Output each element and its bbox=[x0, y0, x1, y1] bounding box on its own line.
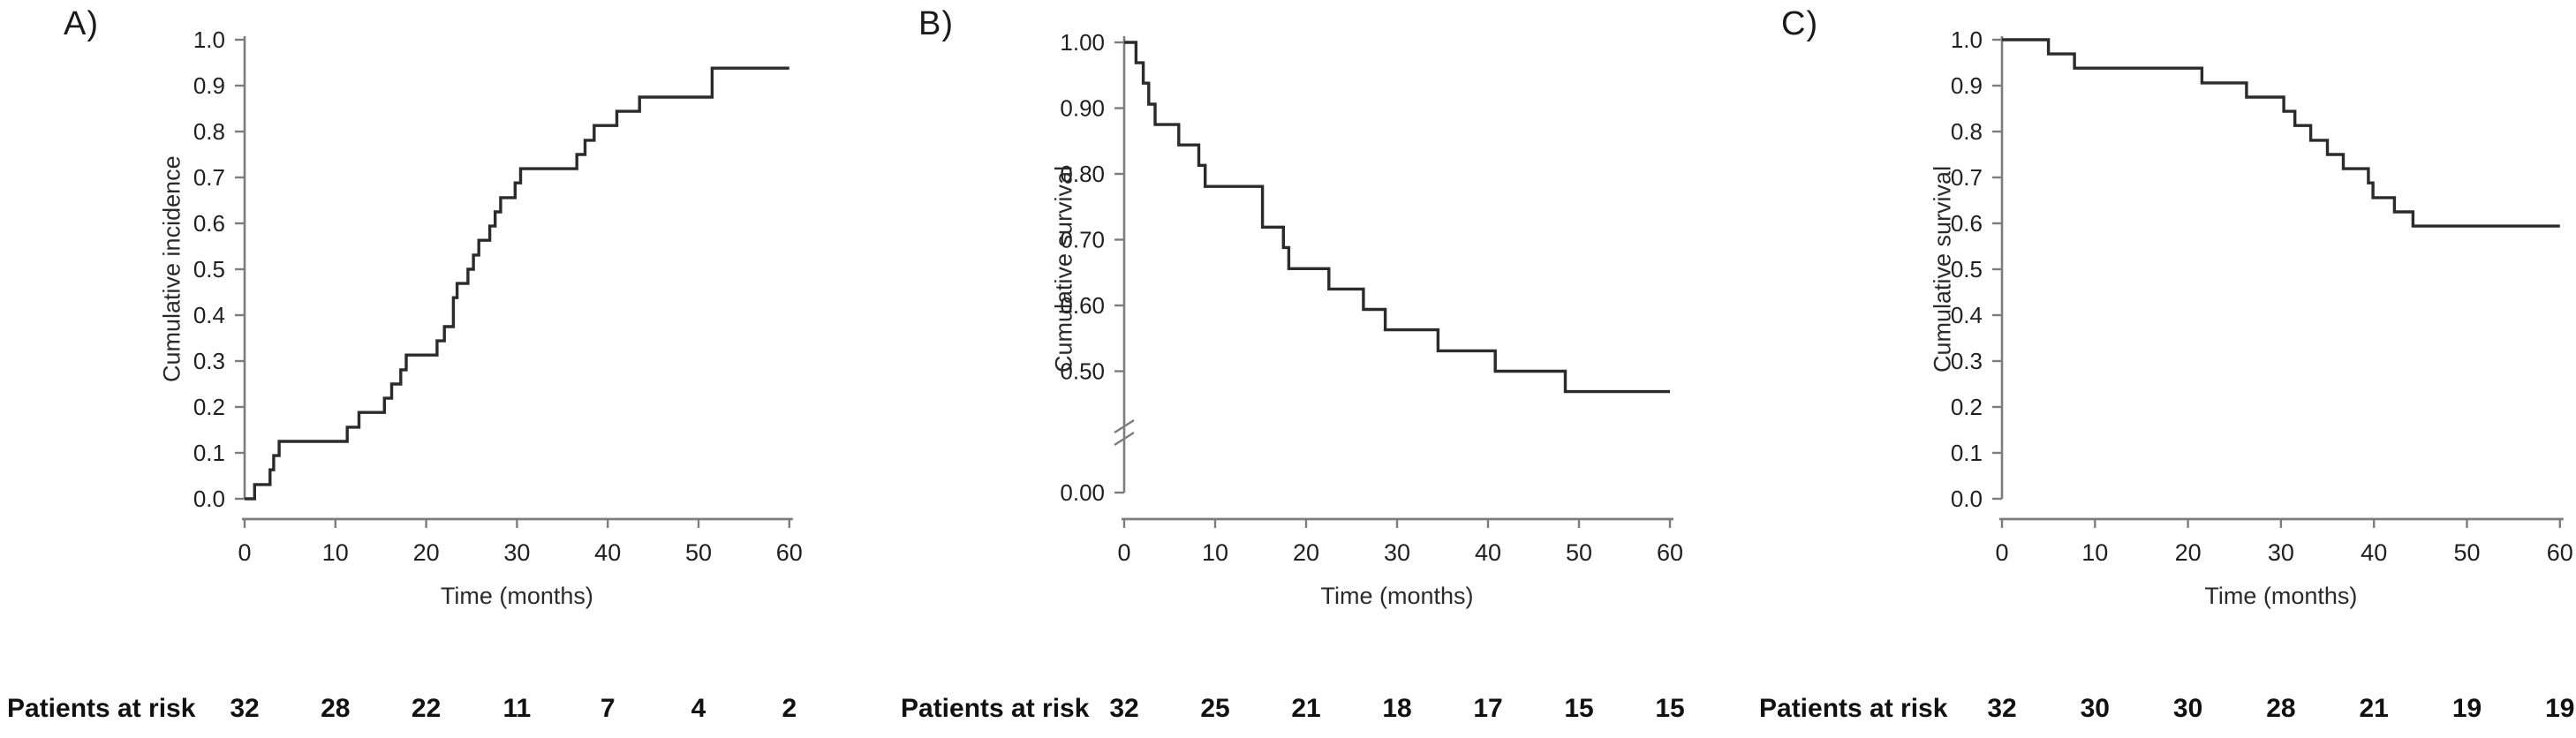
panel-a-y-tick-label: 0.3 bbox=[193, 348, 225, 374]
panel-b-risk-row: Patients at risk 32 25 21 18 17 15 15 bbox=[855, 694, 1718, 729]
panel-b-x-tick-label: 20 bbox=[1293, 539, 1319, 566]
panel-b-x-tick-label: 0 bbox=[1117, 539, 1130, 566]
panel-b-x-tick-label: 60 bbox=[1657, 539, 1683, 566]
panel-c: 1.0 0.9 0.8 0.7 0.6 0.5 0.4 0.3 0.2 0.1 0.0 0 10 20 30… bbox=[1718, 0, 2576, 738]
panel-b-y-tick-label: 0.00 bbox=[1060, 479, 1105, 506]
panel-c-y-tick-label: 0.3 bbox=[1951, 348, 1983, 374]
panel-a-at-risk-count: 7 bbox=[600, 694, 616, 723]
patients-at-risk-label: Patients at risk bbox=[7, 694, 196, 723]
panel-b-at-risk-count: 32 bbox=[1109, 694, 1139, 723]
panel-a-x-tick-label: 60 bbox=[776, 539, 803, 566]
panel-b-y-tick-label: 0.80 bbox=[1060, 161, 1105, 187]
panel-a-y-tick-label: 0.7 bbox=[193, 164, 225, 191]
panel-a: 1.0 0.9 0.8 0.7 0.6 0.5 0.4 0.3 0.2 0.1 0.0 0 10 20 30… bbox=[0, 0, 855, 738]
panel-b: 1.00 0.90 0.80 0.70 0.60 0.50 0.00 0 10 20 30 40 50 6… bbox=[855, 0, 1718, 738]
panel-a-x-tick-label: 10 bbox=[322, 539, 349, 566]
panel-c-x-tick-label: 60 bbox=[2547, 539, 2573, 566]
panel-b-at-risk-count: 17 bbox=[1473, 694, 1503, 723]
panel-a-at-risk-count: 11 bbox=[502, 694, 532, 723]
panel-c-x-tick-label: 40 bbox=[2361, 539, 2387, 566]
panel-a-y-axis-title: Cumulative incidence bbox=[158, 155, 185, 383]
panel-a-survival-curve bbox=[245, 66, 789, 501]
panel-c-y-tick-label: 0.0 bbox=[1951, 486, 1983, 512]
panel-c-y-tick-label: 0.8 bbox=[1951, 118, 1983, 145]
panel-a-x-tick-label: 40 bbox=[594, 539, 621, 566]
panel-b-at-risk-count: 15 bbox=[1655, 694, 1685, 723]
panel-a-risk-row: Patients at risk 32 28 22 11 7 4 2 bbox=[0, 694, 855, 729]
panel-a-y-tick-label: 0.8 bbox=[193, 118, 225, 145]
panel-c-x-tick-label: 0 bbox=[1995, 539, 2008, 566]
panel-c-y-tick-label: 0.2 bbox=[1951, 394, 1983, 420]
panel-a-at-risk-count: 32 bbox=[230, 694, 260, 723]
panel-b-y-tick-label: 0.70 bbox=[1060, 227, 1105, 253]
panel-b-at-risk-count: 25 bbox=[1200, 694, 1230, 723]
panel-c-at-risk-count: 19 bbox=[2545, 694, 2575, 723]
panel-b-y-axis-break-icon bbox=[1114, 418, 1135, 434]
panel-c-x-tick-label: 50 bbox=[2453, 539, 2480, 566]
panel-b-x-tick-label: 30 bbox=[1384, 539, 1410, 566]
panel-b-y-tick-label: 0.90 bbox=[1060, 95, 1105, 122]
panel-a-at-risk-count: 28 bbox=[321, 694, 351, 723]
panel-c-at-risk-count: 19 bbox=[2451, 694, 2482, 723]
panel-c-letter: C) bbox=[1781, 5, 1819, 42]
panel-a-y-tick-label: 1.0 bbox=[193, 26, 225, 53]
panel-c-x-axis-title: Time (months) bbox=[2204, 583, 2358, 609]
panel-c-y-tick-label: 0.1 bbox=[1951, 440, 1983, 466]
panel-c-survival-curve bbox=[2002, 38, 2560, 228]
panel-a-x-tick-label: 50 bbox=[685, 539, 712, 566]
panel-b-y-axis-break-icon bbox=[1114, 431, 1135, 447]
panel-a-x-axis-title: Time (months) bbox=[440, 583, 593, 609]
panel-a-y-tick-label: 0.1 bbox=[193, 440, 225, 466]
panel-b-y-tick-label: 0.50 bbox=[1060, 358, 1105, 385]
panel-a-x-tick-label: 20 bbox=[413, 539, 440, 566]
panel-b-x-tick-label: 40 bbox=[1475, 539, 1501, 566]
panel-c-at-risk-count: 32 bbox=[1987, 694, 2017, 723]
panel-b-letter: B) bbox=[918, 5, 954, 42]
panel-a-y-tick-label: 0.4 bbox=[193, 302, 225, 328]
panel-b-at-risk-count: 18 bbox=[1382, 694, 1412, 723]
panel-a-y-tick-label: 0.5 bbox=[193, 256, 225, 282]
panel-c-y-tick-label: 0.6 bbox=[1951, 210, 1983, 237]
panel-c-y-tick-label: 0.7 bbox=[1951, 164, 1983, 191]
panel-c-at-risk-count: 28 bbox=[2266, 694, 2296, 723]
panel-a-y-tick-label: 0.2 bbox=[193, 394, 225, 420]
panel-c-at-risk-count: 21 bbox=[2359, 694, 2389, 723]
panel-b-x-tick-label: 10 bbox=[1202, 539, 1228, 566]
panel-c-y-tick-label: 1.0 bbox=[1951, 26, 1983, 53]
patients-at-risk-label: Patients at risk bbox=[1759, 694, 1948, 723]
panel-c-at-risk-count: 30 bbox=[2172, 694, 2203, 723]
panel-b-survival-curve bbox=[1124, 41, 1670, 394]
panel-a-at-risk-count: 2 bbox=[782, 694, 797, 723]
panel-a-y-tick-label: 0.0 bbox=[193, 486, 225, 512]
panel-b-plot: 1.00 0.90 0.80 0.70 0.60 0.50 0.00 0 10 20 30 40 50 6… bbox=[1060, 29, 1683, 566]
panel-a-x-tick-label: 30 bbox=[503, 539, 530, 566]
patients-at-risk-label: Patients at risk bbox=[901, 694, 1090, 723]
panel-a-letter: A) bbox=[64, 5, 99, 42]
panel-c-risk-row: Patients at risk 32 30 30 28 21 19 19 bbox=[1718, 694, 2576, 729]
panel-b-x-axis-title: Time (months) bbox=[1320, 583, 1474, 609]
panel-c-at-risk-count: 30 bbox=[2080, 694, 2110, 723]
panel-c-x-tick-label: 20 bbox=[2175, 539, 2202, 566]
panel-a-at-risk-count: 22 bbox=[411, 694, 442, 723]
panel-a-y-tick-label: 0.6 bbox=[193, 210, 225, 237]
panel-b-y-tick-label: 0.60 bbox=[1060, 292, 1105, 319]
panel-c-plot: 1.0 0.9 0.8 0.7 0.6 0.5 0.4 0.3 0.2 0.1 0.0 0 10 20 30… bbox=[1951, 26, 2573, 566]
panel-a-y-tick-label: 0.9 bbox=[193, 72, 225, 99]
panel-a-at-risk-count: 4 bbox=[691, 694, 706, 723]
panel-c-y-tick-label: 0.5 bbox=[1951, 256, 1983, 282]
panel-c-x-tick-label: 30 bbox=[2268, 539, 2294, 566]
panel-b-at-risk-count: 21 bbox=[1291, 694, 1321, 723]
panel-c-y-tick-label: 0.9 bbox=[1951, 72, 1983, 99]
panel-c-y-tick-label: 0.4 bbox=[1951, 302, 1983, 328]
panel-b-y-tick-label: 1.00 bbox=[1060, 29, 1105, 56]
panel-b-y-axis-title: Cumulative survival bbox=[1050, 165, 1077, 373]
panel-c-x-tick-label: 10 bbox=[2081, 539, 2108, 566]
panel-a-plot: 1.0 0.9 0.8 0.7 0.6 0.5 0.4 0.3 0.2 0.1 0.0 0 10 20 30… bbox=[193, 26, 803, 566]
panel-c-y-axis-title: Cumulative survival bbox=[1929, 165, 1956, 373]
panel-a-x-tick-label: 0 bbox=[238, 539, 251, 566]
panel-b-x-tick-label: 50 bbox=[1566, 539, 1592, 566]
panel-b-at-risk-count: 15 bbox=[1564, 694, 1594, 723]
